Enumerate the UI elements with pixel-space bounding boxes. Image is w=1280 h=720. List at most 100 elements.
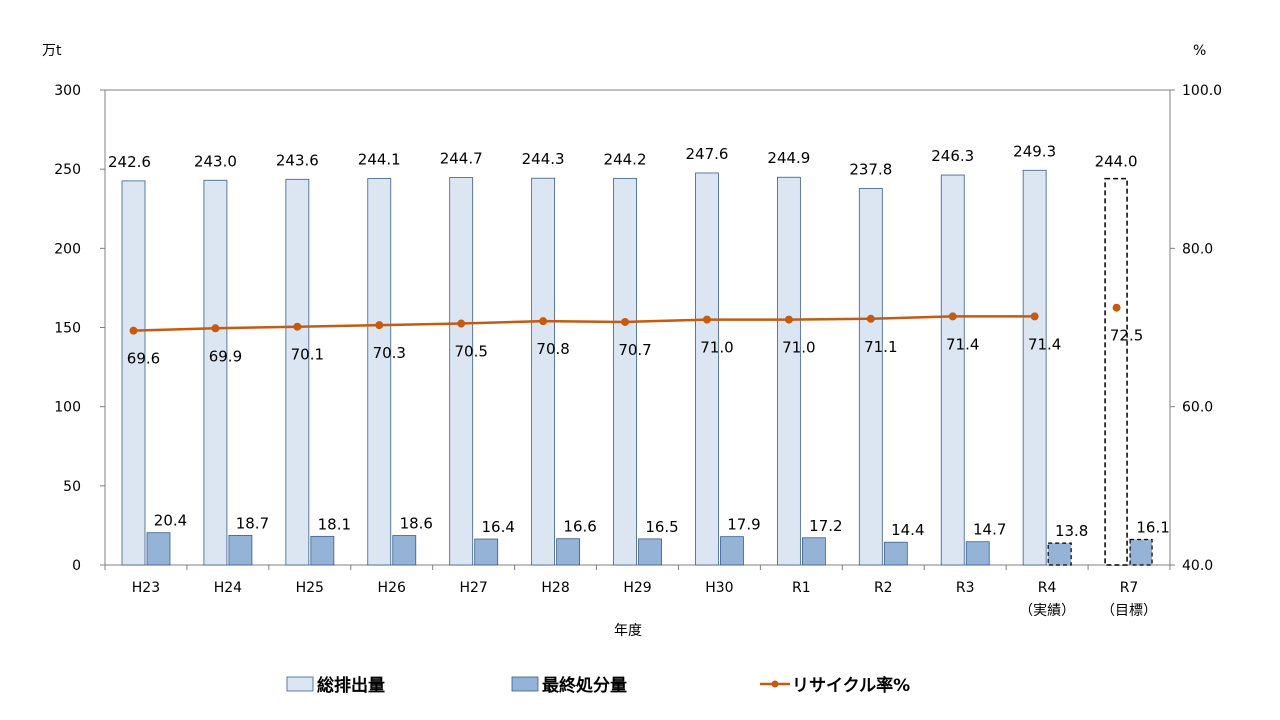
bar-final-H30 [720, 536, 744, 566]
y-right-tick-label: 60.0 [1182, 400, 1213, 416]
label-final-H23: 20.4 [154, 512, 187, 530]
legend-swatch-final [511, 676, 539, 692]
x-tick-label-R2: R2 [874, 580, 893, 596]
bar-total-R4 [1022, 169, 1047, 566]
bar-total-H29 [613, 177, 637, 566]
x-tick-label-H24: H24 [214, 580, 242, 596]
recycle-point-R4 [1030, 312, 1039, 321]
recycle-point-R7 [1112, 303, 1121, 312]
label-final-R3: 14.7 [973, 521, 1006, 539]
x-tick-label-H25: H25 [296, 580, 324, 596]
recycle-label-H30: 71.0 [700, 339, 733, 357]
recycle-point-H26 [375, 321, 384, 330]
label-total-H23: 242.6 [108, 153, 151, 171]
recycle-label-H24: 69.9 [209, 347, 242, 365]
legend-label-final: 最終処分量 [542, 675, 627, 696]
bar-final-H27 [474, 538, 499, 566]
x-tick-label-R7: R7 [1120, 580, 1139, 596]
x-tick-label-R1: R1 [792, 580, 811, 596]
recycle-point-H30 [702, 315, 711, 324]
bar-total-R7 [1104, 177, 1128, 566]
label-final-H27: 16.4 [481, 518, 514, 536]
label-final-R7: 16.1 [1136, 519, 1169, 537]
recycle-label-R2: 71.1 [864, 338, 897, 356]
recycle-label-H23: 69.6 [127, 350, 160, 368]
x-tick-sublabel-R7: （目標） [1101, 603, 1157, 619]
series-total-bars: 242.6 243.0 243.6 244.1 244.7 244.3 244.2 247.6… [108, 142, 1138, 566]
recycle-line-path [133, 315, 1035, 332]
x-tick-label-H28: H28 [541, 580, 569, 596]
label-final-H25: 18.1 [318, 515, 351, 533]
bar-total-H30 [695, 172, 719, 566]
recycle-label-R3: 71.4 [946, 335, 979, 353]
y-left-tick-label: 250 [54, 162, 81, 178]
x-tick-label-H23: H23 [132, 580, 160, 596]
series-recycle-line: 69.6 69.9 70.1 70.3 70.5 70.8 70.7 71.0 71.0 71.1… [127, 303, 1143, 368]
recycle-point-R3 [948, 312, 957, 321]
bar-total-R2 [858, 188, 883, 566]
x-tick-label-H30: H30 [705, 580, 733, 596]
x-tick-label-R3: R3 [956, 580, 975, 596]
recycle-point-H28 [539, 317, 548, 326]
y-left-tick-label: 300 [54, 83, 81, 99]
label-final-R4: 13.8 [1055, 522, 1088, 540]
label-total-H25: 243.6 [276, 151, 319, 169]
bar-total-H24 [203, 179, 228, 566]
legend-label-recycle: リサイクル率% [792, 675, 910, 696]
bar-final-H24 [228, 534, 253, 566]
bar-final-R1 [801, 537, 826, 566]
legend: 総排出量 最終処分量 リサイクル率% [286, 675, 910, 696]
y-right-tick-label: 80.0 [1182, 241, 1213, 257]
label-total-H29: 244.2 [604, 150, 647, 168]
bar-final-H23 [146, 532, 171, 566]
axes: 0 50 100 150 200 250 300 40.0 60.0 80.0 100.0 [54, 83, 1222, 574]
x-tick-label-H26: H26 [378, 580, 406, 596]
y-left-tick-label: 50 [63, 479, 81, 495]
recycle-label-H26: 70.3 [373, 344, 406, 362]
recycle-point-H23 [129, 326, 138, 335]
bar-total-H28 [531, 177, 556, 566]
y-right-tick-label: 40.0 [1182, 558, 1213, 574]
label-total-H30: 247.6 [685, 145, 728, 163]
label-total-H27: 244.7 [440, 150, 483, 168]
recycle-point-R2 [866, 314, 875, 323]
y-right-tick-label: 100.0 [1182, 83, 1222, 99]
label-total-R4: 249.3 [1013, 142, 1056, 160]
recycle-point-H25 [293, 322, 302, 331]
bar-total-H25 [285, 178, 310, 566]
legend-marker-recycle [771, 680, 779, 688]
label-total-H26: 244.1 [358, 151, 401, 169]
bar-total-R3 [940, 174, 965, 566]
recycle-label-R7: 72.5 [1110, 327, 1143, 345]
recycle-point-H27 [457, 319, 466, 328]
label-final-H24: 18.7 [236, 514, 269, 532]
bar-total-H26 [367, 178, 392, 566]
x-axis-title: 年度 [614, 623, 642, 639]
x-tick-labels: H23 H24 H25 H26 H27 H28 H29 H30 R1 R2 R3 R4 （実績） R7 （目… [132, 580, 1157, 619]
label-final-R1: 17.2 [809, 517, 842, 535]
y-right-unit: % [1193, 43, 1206, 59]
x-tick-sublabel-R4: （実績） [1019, 603, 1075, 619]
label-final-H29: 16.5 [645, 518, 678, 536]
recycle-point-H24 [211, 324, 220, 333]
bar-final-R4 [1047, 542, 1072, 566]
label-final-H28: 16.6 [563, 518, 596, 536]
label-total-R2: 237.8 [849, 160, 892, 178]
bar-final-R7 [1129, 538, 1153, 566]
bar-final-R2 [883, 541, 908, 566]
x-tick-label-H27: H27 [459, 580, 487, 596]
x-tick-label-R4: R4 [1038, 580, 1057, 596]
recycle-label-H28: 70.8 [536, 340, 569, 358]
label-final-H26: 18.6 [400, 515, 433, 533]
x-tick-label-H29: H29 [623, 580, 651, 596]
recycle-point-H29 [621, 317, 630, 326]
bar-total-H27 [449, 177, 474, 566]
label-total-R7: 244.0 [1095, 153, 1138, 171]
y-left-tick-label: 0 [72, 558, 81, 574]
y-left-tick-label: 150 [54, 321, 81, 337]
bar-final-H29 [638, 538, 662, 566]
legend-swatch-total [286, 676, 314, 692]
recycle-label-H29: 70.7 [618, 341, 651, 359]
bar-final-H25 [310, 535, 335, 566]
